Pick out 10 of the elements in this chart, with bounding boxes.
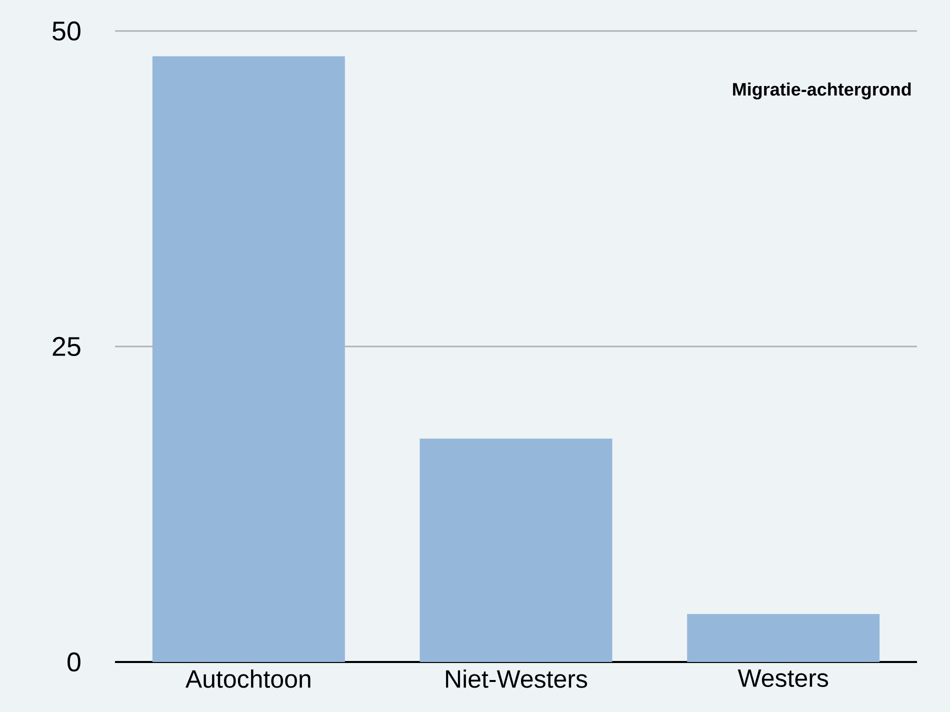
x-tick-label: Autochtoon: [185, 670, 310, 688]
x-tick-label: Westers: [738, 670, 828, 687]
y-tick-label: 50: [52, 21, 80, 41]
x-tick-label: Niet-Westers: [446, 670, 588, 688]
bar: [152, 56, 345, 662]
bar: [420, 438, 612, 662]
text: Migratie-achtergrond: [733, 82, 911, 100]
bar: [687, 614, 880, 662]
y-tick-label: 25: [52, 336, 80, 356]
y-tick-label: 0: [68, 652, 80, 672]
